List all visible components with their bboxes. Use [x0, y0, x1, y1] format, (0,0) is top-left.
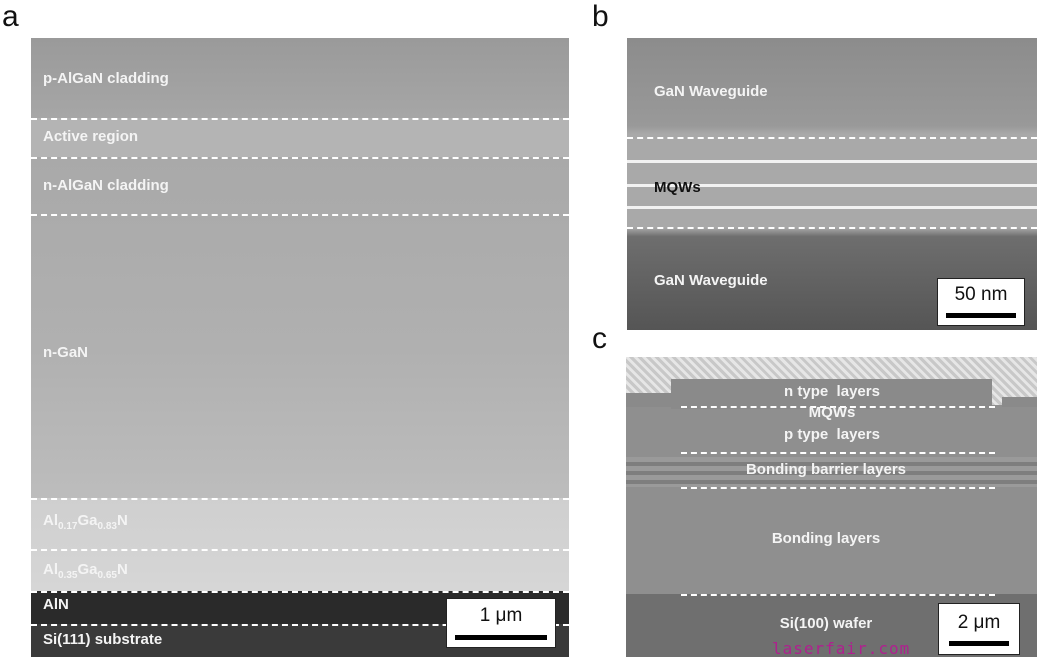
label-gan-waveguide-top: GaN Waveguide [654, 83, 768, 100]
label-n-algan-cladding: n-AlGaN cladding [43, 177, 169, 194]
scale-bar-label: 1 μm [479, 605, 523, 626]
t: 0.35 [58, 570, 78, 581]
label-p-type-layers: p type layers [784, 426, 880, 443]
t: N [116, 512, 128, 529]
t: Ga [77, 512, 98, 529]
label-si111-substrate: Si(111) substrate [43, 631, 163, 648]
t: N [116, 561, 128, 578]
panel-letter-c: c [592, 322, 607, 355]
t: 0.65 [97, 570, 117, 581]
t: Ga [77, 561, 98, 578]
label-p-algan-cladding: p-AlGaN cladding [43, 70, 169, 87]
t: 0.83 [97, 521, 117, 532]
t: Al [43, 561, 58, 578]
label-mqws: MQWs [654, 179, 701, 196]
label-al017-ga083-n: Al0.17Ga0.83N [43, 512, 128, 532]
scale-bar-b: 50 nm [937, 278, 1025, 326]
scale-bar-label: 2 μm [957, 612, 1001, 633]
scale-bar-a: 1 μm [446, 598, 556, 648]
label-gan-waveguide-bottom: GaN Waveguide [654, 272, 768, 289]
panel-letter-b: b [592, 0, 609, 33]
label-aln: AlN [43, 596, 69, 613]
label-mqws-c: MQWs [808, 404, 856, 421]
label-bonding-barrier-layers: Bonding barrier layers [745, 461, 907, 478]
panel-a-micrograph: p-AlGaN cladding Active region n-AlGaN c… [31, 38, 569, 657]
scale-bar-line [455, 635, 547, 640]
label-si100-wafer: Si(100) wafer [779, 615, 873, 632]
label-n-gan: n-GaN [43, 344, 88, 361]
t: Al [43, 512, 58, 529]
watermark: laserfair.com [772, 639, 911, 658]
label-bonding-layers: Bonding layers [771, 530, 881, 547]
scale-bar-line [946, 313, 1016, 318]
scale-bar-label: 50 nm [954, 284, 1008, 305]
panel-letter-a: a [2, 0, 19, 33]
label-active-region: Active region [43, 128, 139, 145]
panel-b-micrograph: GaN Waveguide MQWs GaN Waveguide 50 nm [627, 38, 1037, 330]
label-al035-ga065-n: Al0.35Ga0.65N [43, 561, 128, 581]
panel-c-micrograph: n type layers MQWs p type layers Bonding… [626, 357, 1037, 657]
scale-bar-c: 2 μm [938, 603, 1020, 655]
label-n-type-layers: n type layers [784, 383, 880, 400]
t: 0.17 [58, 521, 78, 532]
scale-bar-line [949, 641, 1009, 646]
